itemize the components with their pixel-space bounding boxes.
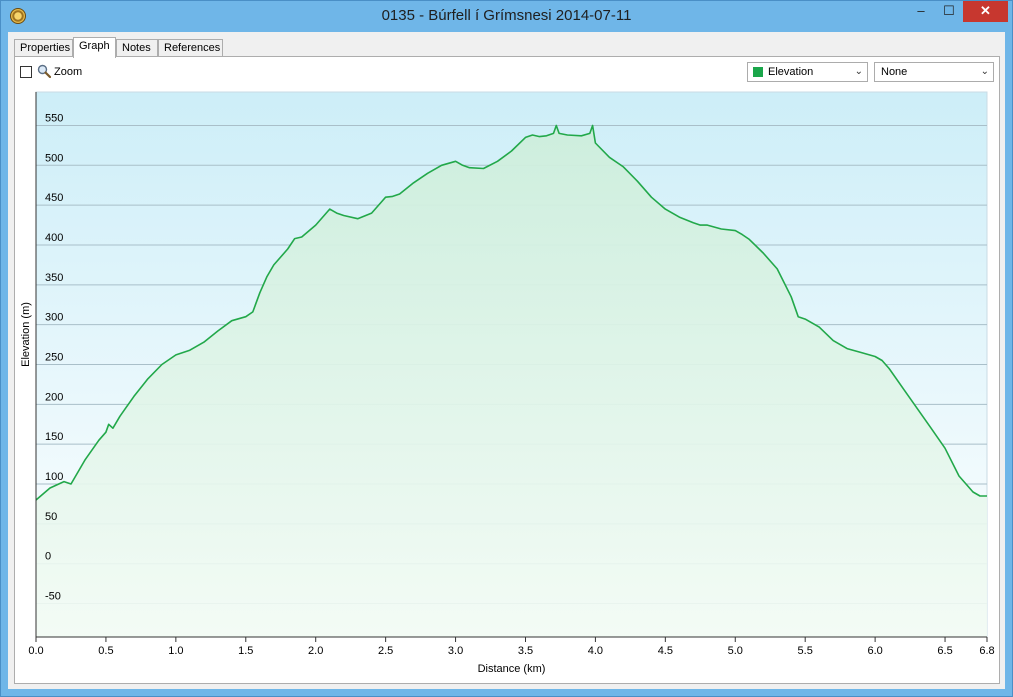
y-tick-label: 450 bbox=[45, 192, 63, 204]
series-select[interactable]: Elevation ⌄ bbox=[747, 62, 868, 82]
x-tick-label: 2.5 bbox=[378, 645, 393, 657]
tab-notes[interactable]: Notes bbox=[116, 39, 158, 57]
y-tick-label: 400 bbox=[45, 232, 63, 244]
app-logo-icon bbox=[10, 8, 26, 24]
chevron-down-icon: ⌄ bbox=[980, 66, 989, 77]
y-tick-label: 350 bbox=[45, 272, 63, 284]
y-tick-label: 0 bbox=[45, 551, 51, 563]
title-bar[interactable]: 0135 - Búrfell í Grímsnesi 2014-07-11 – … bbox=[1, 1, 1012, 32]
x-tick-label: 5.0 bbox=[728, 645, 743, 657]
y-axis-label: Elevation (m) bbox=[20, 302, 32, 367]
x-tick-label: 5.5 bbox=[798, 645, 813, 657]
x-tick-label: 4.0 bbox=[588, 645, 603, 657]
x-tick-label: 2.0 bbox=[308, 645, 323, 657]
client-area: Properties Graph Notes References Zoom E… bbox=[8, 32, 1005, 689]
y-tick-label: 300 bbox=[45, 312, 63, 324]
tab-graph[interactable]: Graph bbox=[73, 37, 116, 58]
tab-properties[interactable]: Properties bbox=[14, 39, 73, 57]
window-title: 0135 - Búrfell í Grímsnesi 2014-07-11 bbox=[381, 7, 632, 24]
elevation-line bbox=[35, 124, 987, 501]
graph-panel: Zoom Elevation ⌄ None ⌄ -50 0 50 100 150 200 2… bbox=[14, 56, 1000, 684]
x-tick-label: 3.0 bbox=[448, 645, 463, 657]
series-select-value: Elevation bbox=[768, 66, 814, 78]
x-tick-label: 0.0 bbox=[28, 645, 43, 657]
magnifier-icon bbox=[37, 64, 51, 78]
close-button[interactable]: ✕ bbox=[963, 1, 1008, 22]
x-tick-label: 6.0 bbox=[867, 645, 882, 657]
x-tick-label: 0.5 bbox=[98, 645, 113, 657]
x-tick-label: 1.0 bbox=[168, 645, 183, 657]
y-tick-label: 250 bbox=[45, 352, 63, 364]
elevation-chart[interactable]: -50 0 50 100 150 200 250 300 350 400 450 500 550 0.0 0… bbox=[15, 57, 999, 683]
x-tick-label: 4.5 bbox=[658, 645, 673, 657]
y-tick-label: 150 bbox=[45, 431, 63, 443]
secondary-series-select[interactable]: None ⌄ bbox=[874, 62, 994, 82]
y-tick-label: -50 bbox=[45, 591, 61, 603]
chevron-down-icon: ⌄ bbox=[854, 66, 863, 77]
y-tick-label: 50 bbox=[45, 511, 57, 523]
minimize-button[interactable]: – bbox=[917, 3, 925, 18]
maximize-button[interactable]: ☐ bbox=[943, 3, 955, 18]
x-tick-label: 6.8 bbox=[979, 645, 994, 657]
zoom-label[interactable]: Zoom bbox=[54, 66, 83, 78]
series-color-swatch bbox=[753, 67, 763, 77]
x-tick-label: 1.5 bbox=[238, 645, 253, 657]
y-tick-label: 100 bbox=[45, 471, 63, 483]
secondary-select-value: None bbox=[881, 66, 908, 78]
x-tick-label: 6.5 bbox=[937, 645, 952, 657]
zoom-checkbox[interactable] bbox=[20, 66, 32, 78]
x-tick-label: 3.5 bbox=[518, 645, 533, 657]
y-tick-label: 550 bbox=[45, 112, 63, 124]
elevation-area bbox=[36, 125, 987, 637]
tab-references[interactable]: References bbox=[158, 39, 223, 57]
x-axis-label: Distance (km) bbox=[478, 663, 546, 675]
y-tick-label: 500 bbox=[45, 152, 63, 164]
y-tick-label: 200 bbox=[45, 391, 63, 403]
